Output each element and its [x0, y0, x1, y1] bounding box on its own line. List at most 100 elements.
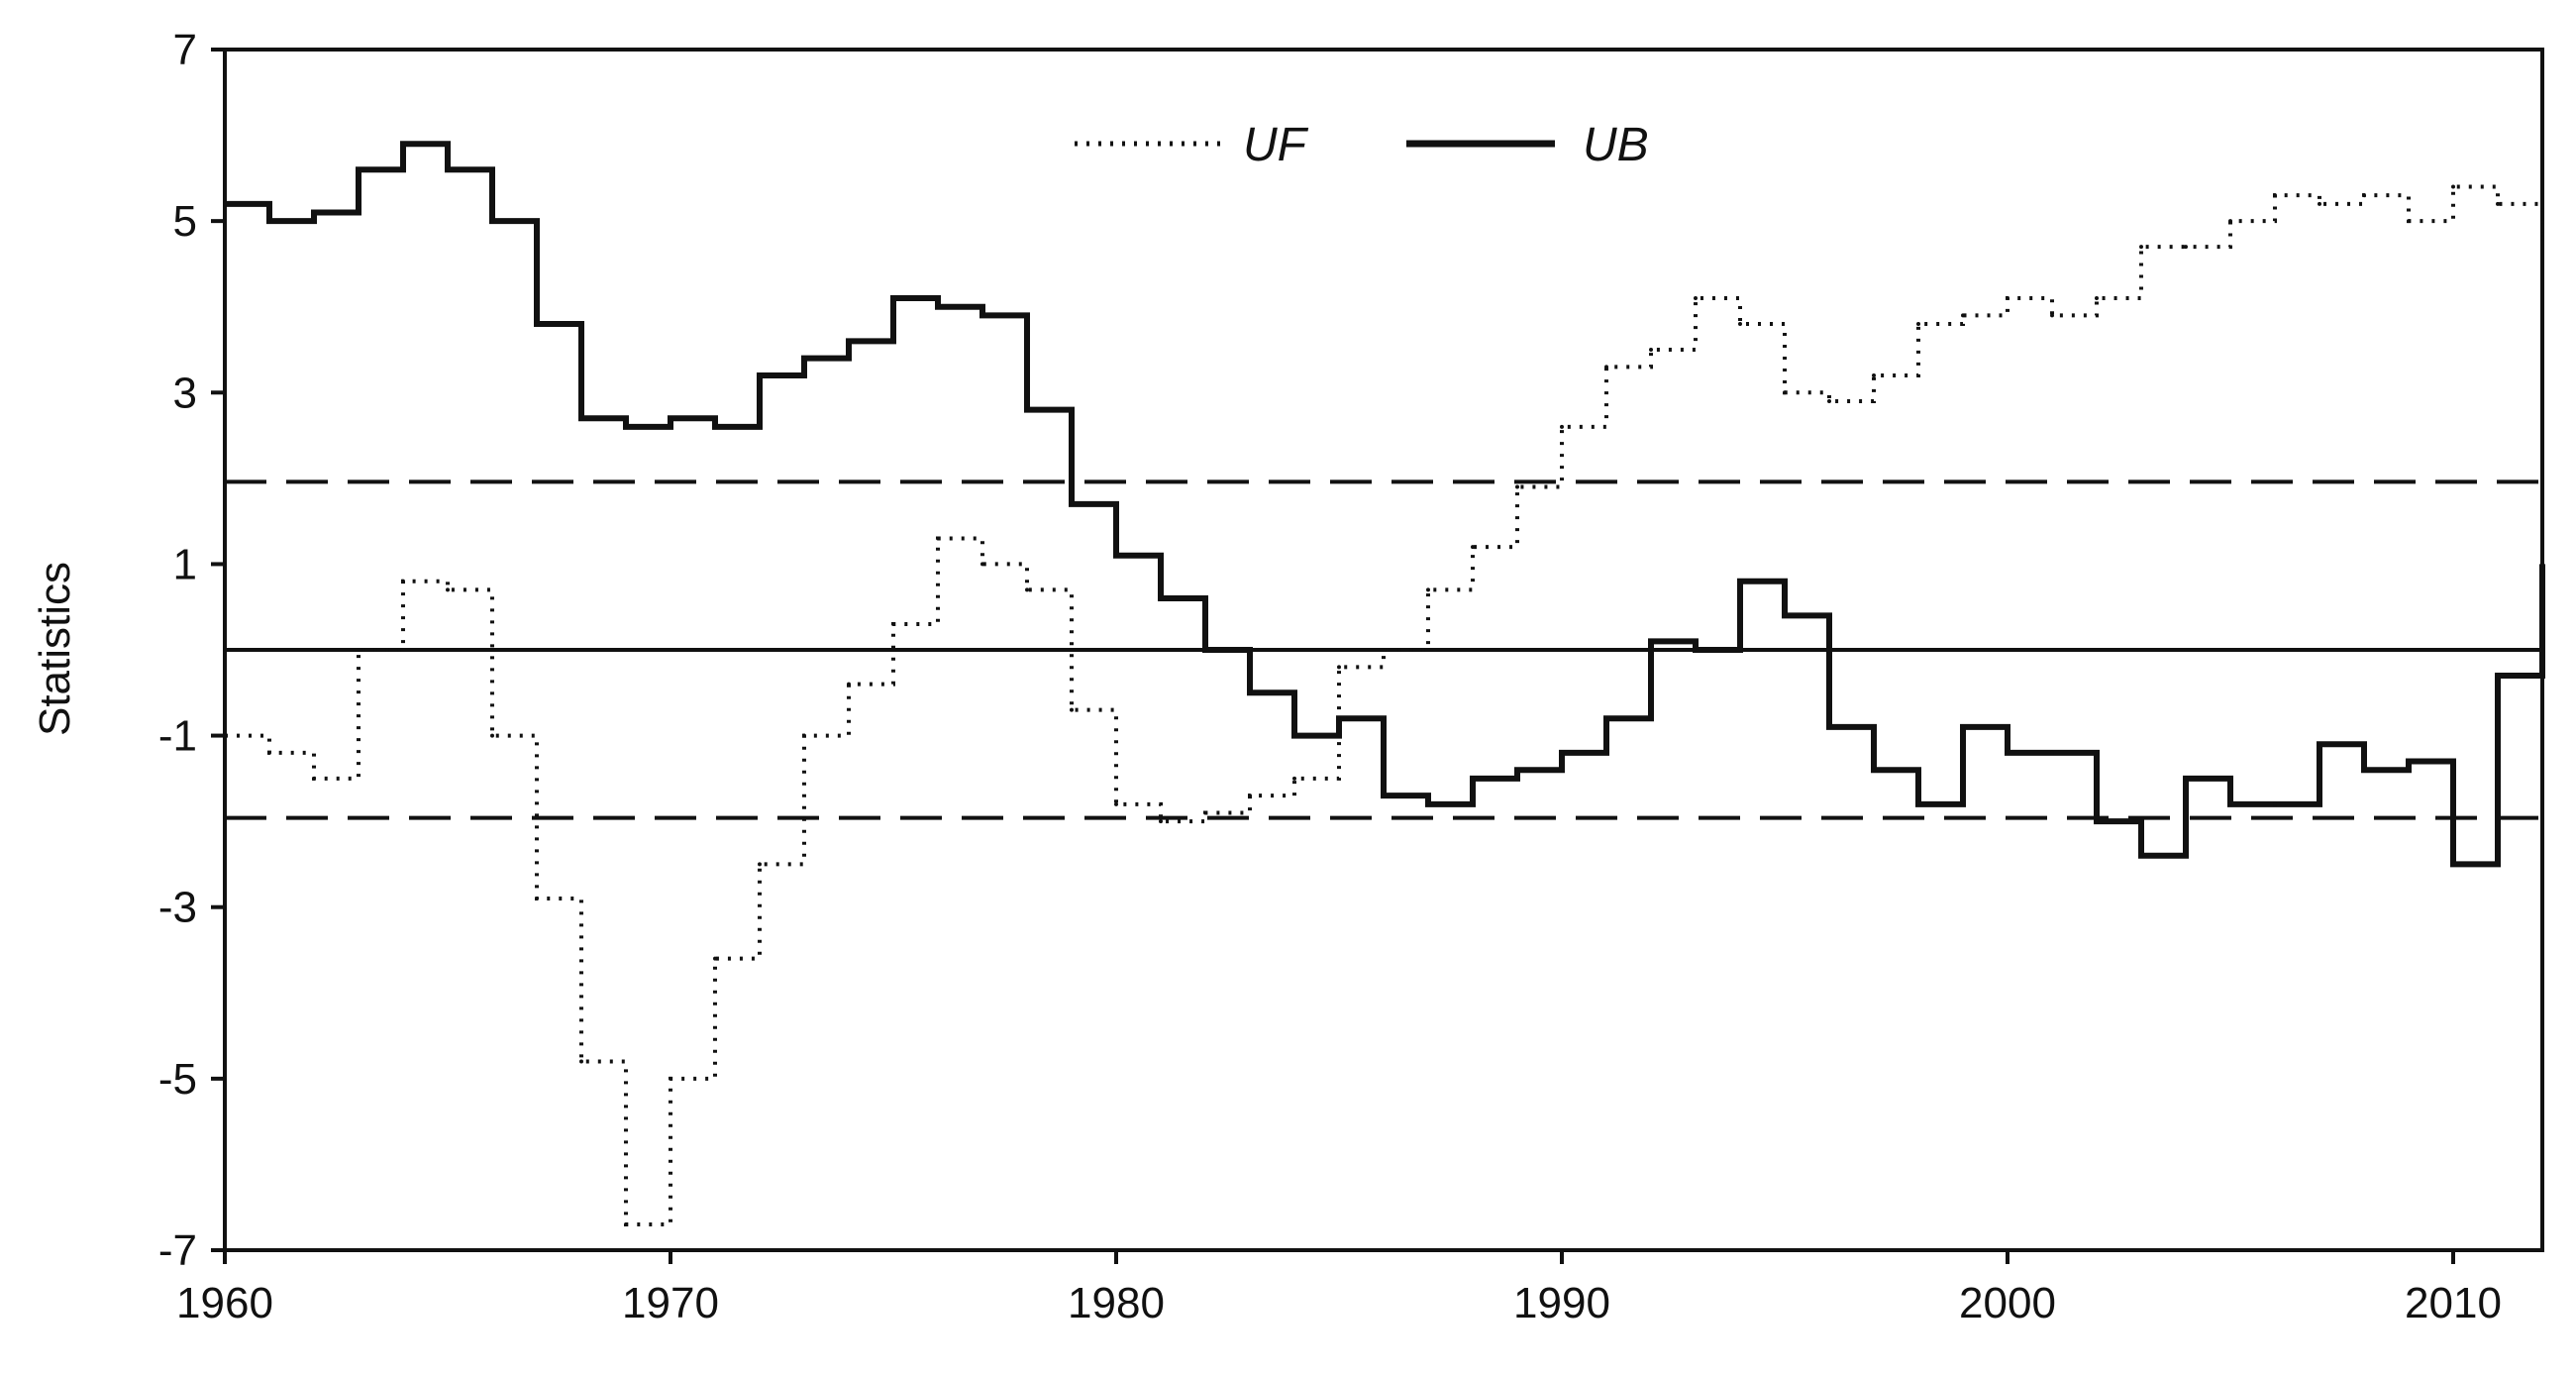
data-point-uf [1070, 707, 1074, 712]
data-point-ub [1471, 776, 1475, 781]
data-point-uf [1382, 648, 1386, 652]
data-point-ub [1382, 794, 1386, 798]
legend-label-uf: UF [1243, 119, 1309, 171]
data-point-uf [980, 562, 984, 567]
data-point-ub [2050, 750, 2054, 755]
data-point-ub [579, 416, 583, 421]
data-point-uf [1426, 587, 1430, 592]
data-point-uf [624, 1222, 628, 1227]
data-point-uf [1560, 424, 1564, 429]
data-point-uf [535, 897, 539, 901]
data-point-uf [1604, 365, 1608, 370]
data-point-uf [2095, 296, 2099, 301]
x-tick-label: 2010 [2405, 1279, 2502, 1327]
data-point-uf [2184, 245, 2188, 250]
data-point-uf [2407, 219, 2411, 224]
y-tick-label: -7 [158, 1226, 197, 1275]
data-point-ub [1738, 579, 1742, 583]
data-point-ub [669, 416, 672, 421]
y-tick-label: -1 [158, 712, 197, 761]
data-point-uf [1738, 322, 1742, 327]
data-point-ub [1961, 724, 1965, 729]
legend: UF UB [1075, 119, 1649, 171]
x-tick-label: 1980 [1068, 1279, 1165, 1327]
data-point-uf [1827, 398, 1831, 403]
data-point-ub [2228, 801, 2232, 806]
data-point-ub [1159, 596, 1163, 601]
data-point-ub [1248, 690, 1252, 695]
data-point-ub [1337, 716, 1341, 721]
data-point-uf [1159, 819, 1163, 824]
data-point-ub [2095, 819, 2099, 824]
data-point-uf [2006, 296, 2009, 301]
data-point-ub [802, 356, 806, 361]
data-point-ub [223, 201, 227, 206]
data-point-uf [446, 587, 450, 592]
data-point-ub [312, 210, 316, 215]
x-tick-label: 1990 [1513, 1279, 1610, 1327]
data-point-uf [312, 776, 316, 781]
x-axis-ticks: 1960 1970 1980 1990 2000 2010 [176, 1250, 2502, 1327]
data-point-uf [1337, 665, 1341, 670]
data-point-uf [2451, 184, 2455, 189]
data-point-uf [401, 579, 405, 583]
data-point-ub [891, 296, 895, 301]
y-tick-label: 7 [173, 26, 197, 74]
data-point-uf [2362, 193, 2366, 198]
data-point-ub [1025, 407, 1029, 412]
data-point-ub [2451, 862, 2455, 867]
data-point-ub [1070, 501, 1074, 506]
data-point-uf [2318, 201, 2321, 206]
data-point-ub [1203, 648, 1207, 652]
data-point-uf [758, 862, 762, 867]
data-point-uf [2273, 193, 2277, 198]
data-point-uf [669, 1076, 672, 1081]
data-point-ub [713, 424, 717, 429]
data-point-ub [847, 339, 851, 344]
legend-label-ub: UB [1583, 119, 1649, 171]
data-series [223, 141, 2545, 1227]
data-point-uf [1203, 810, 1207, 815]
data-point-uf [2496, 201, 2500, 206]
data-point-uf [357, 648, 361, 652]
data-point-ub [1604, 716, 1608, 721]
data-point-uf [2050, 313, 2054, 318]
data-point-uf [1872, 372, 1876, 377]
data-point-ub [936, 304, 940, 309]
data-point-ub [2184, 776, 2188, 781]
x-tick-label: 1960 [176, 1279, 273, 1327]
data-point-uf [579, 1059, 583, 1064]
data-point-uf [1025, 587, 1029, 592]
y-axis-title: Statistics [31, 562, 79, 736]
data-point-ub [1292, 733, 1296, 738]
y-axis-ticks: 7 5 3 1 -1 -3 -5 -7 [158, 26, 225, 1275]
data-point-ub [357, 167, 361, 172]
data-point-uf [1114, 801, 1118, 806]
data-point-ub [980, 313, 984, 318]
data-point-uf [2228, 219, 2232, 224]
data-point-uf [1649, 348, 1653, 352]
data-point-uf [847, 682, 851, 687]
y-tick-label: 1 [173, 540, 197, 588]
data-point-ub [1872, 768, 1876, 773]
data-point-uf [802, 733, 806, 738]
data-point-uf [1292, 776, 1296, 781]
data-point-ub [1560, 750, 1564, 755]
x-tick-label: 2000 [1959, 1279, 2056, 1327]
data-point-ub [2496, 673, 2500, 678]
data-point-ub [758, 372, 762, 377]
data-point-uf [936, 536, 940, 541]
data-point-ub [2006, 750, 2009, 755]
data-point-ub [1783, 613, 1787, 618]
data-point-uf [713, 956, 717, 961]
data-point-uf [2139, 245, 2143, 250]
data-point-ub [535, 322, 539, 327]
data-point-ub [2139, 853, 2143, 858]
data-point-ub [1827, 724, 1831, 729]
data-point-uf [2540, 236, 2544, 241]
data-point-ub [490, 219, 494, 224]
data-point-ub [1694, 648, 1698, 652]
data-point-uf [1694, 296, 1698, 301]
